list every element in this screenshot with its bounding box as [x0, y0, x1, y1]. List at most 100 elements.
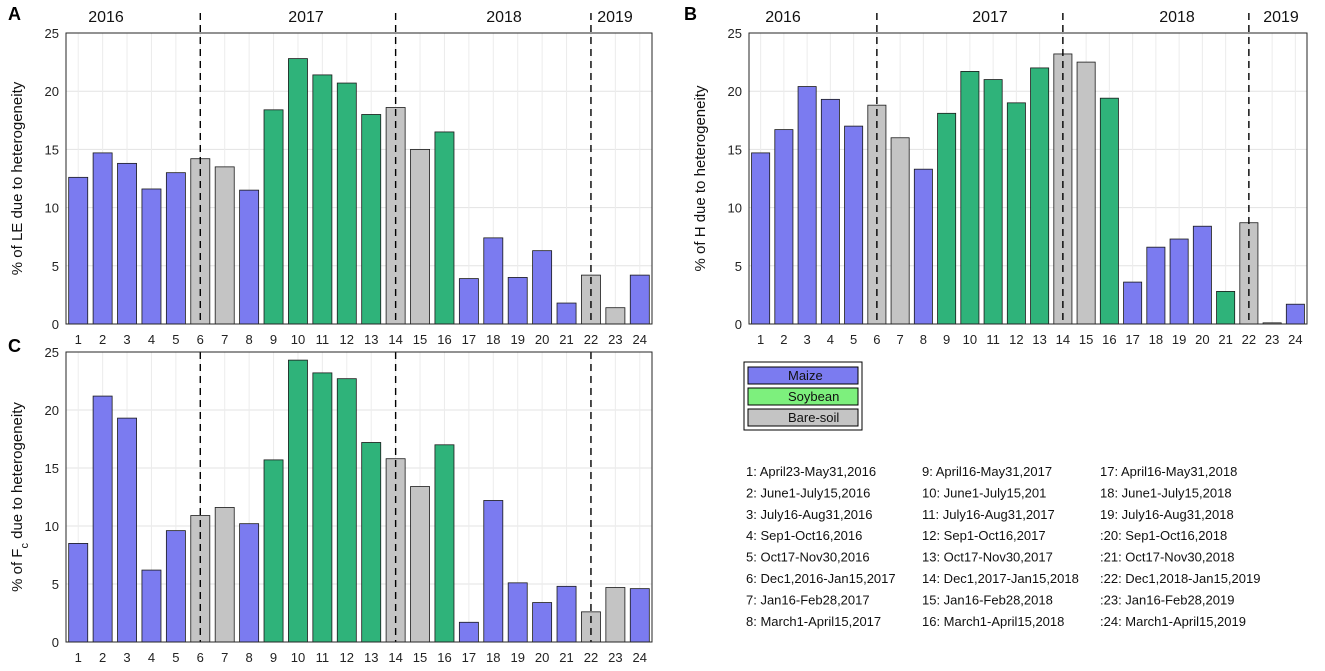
x-tick-label: 22	[584, 650, 598, 665]
x-tick-label: 22	[1242, 332, 1256, 347]
bar-c-19	[507, 582, 528, 643]
x-tick-label: 5	[172, 650, 179, 665]
x-tick-label: 6	[197, 332, 204, 347]
bar-b-16	[1099, 97, 1119, 325]
period-entry: 16: March1-April15,2018	[922, 614, 1064, 629]
period-entry: 9: April16-May31,2017	[922, 464, 1052, 479]
x-tick-label: 9	[943, 332, 950, 347]
x-tick-label: 19	[510, 650, 524, 665]
bar-a-23	[605, 307, 626, 325]
x-tick-label: 11	[316, 332, 330, 347]
year-label-2018: 2018	[486, 9, 522, 26]
x-tick-label: 23	[608, 650, 622, 665]
bar-a-15	[410, 148, 430, 325]
bar-c-18	[483, 500, 504, 643]
x-tick-label: 12	[1009, 332, 1023, 347]
period-entry: 12: Sep1-Oct16,2017	[922, 528, 1046, 543]
x-tick-label: 9	[270, 650, 277, 665]
bar-a-1	[68, 176, 89, 325]
x-tick-label: 11	[986, 332, 1000, 347]
period-entry: 13: Oct17-Nov30,2017	[922, 550, 1053, 565]
y-axis-label: % of Fc due to heterogeneity	[9, 402, 31, 592]
bar-c-15	[410, 486, 430, 643]
y-tick-label: 0	[735, 317, 742, 332]
x-tick-label: 22	[584, 332, 598, 347]
x-tick-label: 8	[246, 332, 253, 347]
x-tick-label: 1	[75, 650, 82, 665]
plot-area	[66, 33, 652, 324]
bar-b-21	[1216, 291, 1236, 325]
bar-b-7	[890, 137, 910, 325]
x-tick-label: 3	[123, 650, 130, 665]
bar-a-17	[458, 278, 479, 325]
x-tick-label: 4	[827, 332, 834, 347]
x-tick-label: 13	[1032, 332, 1046, 347]
bar-a-24	[629, 274, 650, 325]
y-tick-label: 5	[735, 259, 742, 274]
bar-c-17	[458, 621, 479, 643]
x-tick-label: 14	[1056, 332, 1070, 347]
period-entry: :24: March1-April15,2019	[1100, 614, 1246, 629]
x-tick-label: 20	[535, 650, 549, 665]
x-tick-label: 4	[148, 650, 155, 665]
bar-b-18	[1146, 246, 1166, 325]
x-tick-label: 7	[221, 650, 228, 665]
x-tick-label: 2	[99, 332, 106, 347]
x-tick-label: 15	[413, 332, 427, 347]
y-tick-label: 5	[52, 259, 59, 274]
bar-c-24	[629, 588, 650, 643]
x-tick-label: 7	[221, 332, 228, 347]
x-tick-label: 15	[413, 650, 427, 665]
period-entry: 2: June1-July15,2016	[746, 485, 870, 500]
x-tick-label: 12	[340, 650, 354, 665]
x-tick-label: 19	[1172, 332, 1186, 347]
bar-c-13	[361, 442, 382, 643]
period-entry: 19: July16-Aug31,2018	[1100, 507, 1234, 522]
x-tick-label: 5	[172, 332, 179, 347]
bar-c-1	[68, 543, 89, 643]
bar-b-4	[820, 98, 840, 325]
bar-a-18	[483, 237, 504, 325]
period-entry: 1: April23-May31,2016	[746, 464, 876, 479]
y-tick-label: 25	[45, 345, 59, 360]
x-tick-label: 13	[364, 332, 378, 347]
y-tick-label: 25	[728, 26, 742, 41]
x-tick-label: 18	[486, 650, 500, 665]
panel-letter-a: A	[8, 4, 21, 24]
bar-c-7	[214, 507, 235, 643]
year-label-2016: 2016	[88, 9, 124, 26]
period-entry: :22: Dec1,2018-Jan15,2019	[1100, 571, 1260, 586]
x-tick-label: 11	[316, 650, 330, 665]
x-tick-label: 24	[1288, 332, 1302, 347]
bar-c-21	[556, 585, 577, 643]
x-tick-label: 6	[197, 650, 204, 665]
x-tick-label: 24	[633, 332, 647, 347]
bar-b-12	[1006, 102, 1026, 325]
bar-c-2	[92, 395, 113, 643]
legend-label-soybean: Soybean	[788, 389, 839, 404]
y-tick-label: 15	[45, 142, 59, 157]
period-entry: :23: Jan16-Feb28,2019	[1100, 592, 1234, 607]
x-tick-label: 6	[873, 332, 880, 347]
period-entry: 11: July16-Aug31,2017	[922, 507, 1055, 522]
period-entry: 4: Sep1-Oct16,2016	[746, 528, 862, 543]
x-tick-label: 18	[1149, 332, 1163, 347]
y-tick-label: 15	[728, 142, 742, 157]
bar-a-2	[92, 152, 113, 325]
period-entry: 18: June1-July15,2018	[1100, 485, 1232, 500]
bar-b-2	[774, 129, 794, 325]
y-tick-label: 25	[45, 26, 59, 41]
y-tick-label: 10	[45, 201, 59, 216]
bar-b-13	[1030, 67, 1050, 325]
bar-c-11	[312, 372, 333, 643]
bar-a-7	[214, 166, 235, 325]
x-tick-label: 21	[1218, 332, 1232, 347]
bar-c-16	[434, 444, 455, 643]
x-tick-label: 7	[897, 332, 904, 347]
x-tick-label: 19	[510, 332, 524, 347]
bar-a-9	[263, 109, 284, 325]
x-tick-label: 8	[246, 650, 253, 665]
